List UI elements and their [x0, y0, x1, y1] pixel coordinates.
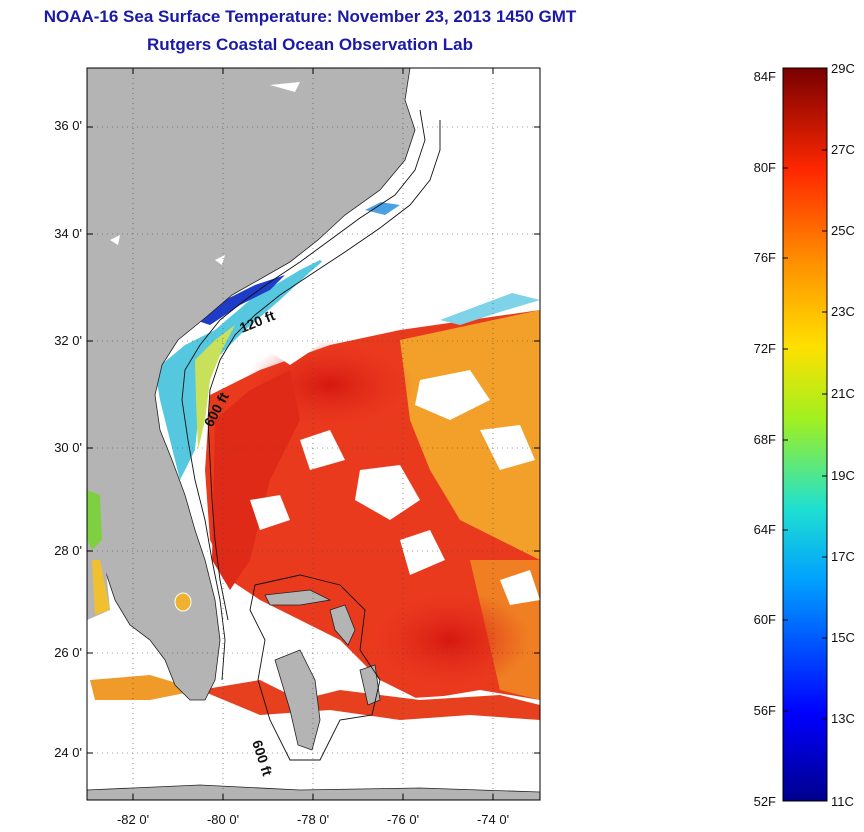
colorbar-f-label: 72F [753, 341, 776, 356]
lon-tick: -74 0' [476, 812, 510, 827]
contour-120ft [181, 109, 426, 681]
colorbar [782, 67, 828, 802]
coastal-yellow-band [195, 325, 235, 450]
bahamas-grand [264, 589, 332, 606]
lon-tick: -80 0' [206, 812, 240, 827]
colorbar-c-label: 23C [831, 304, 855, 319]
colorbar-c-label: 19C [831, 468, 855, 483]
lat-tick: 36 0' [54, 118, 82, 133]
coastal-cool-band [155, 255, 330, 480]
colorbar-c-label: 27C [831, 142, 855, 157]
colorbar-f-label: 64F [753, 522, 776, 537]
map-title: NOAA-16 Sea Surface Temperature: Novembe… [43, 7, 577, 26]
gulf-stream [212, 370, 300, 590]
lon-tick: -76 0' [386, 812, 420, 827]
lat-tick: 24 0' [54, 745, 82, 760]
colorbar-f-label: 80F [753, 160, 776, 175]
lon-tick: -82 0' [116, 812, 150, 827]
bahamas-abaco [329, 604, 356, 646]
north-cool-patch [365, 200, 400, 215]
southern-orange-speckles [90, 675, 200, 700]
lon-tick: -78 0' [296, 812, 330, 827]
colorbar-ticks [783, 149, 827, 720]
colorbar-c-label: 29C [831, 61, 855, 76]
colorbar-c-label: 11C [831, 794, 854, 809]
lat-tick: 32 0' [54, 333, 82, 348]
lat-tick: 26 0' [54, 645, 82, 660]
colorbar-c-label: 17C [831, 549, 855, 564]
cuba-coast [87, 784, 540, 800]
gulf-warm-coast [87, 490, 102, 550]
colorbar-c-label: 25C [831, 223, 855, 238]
colorbar-f-label: 84F [753, 69, 776, 84]
axis-ticks [87, 68, 540, 800]
colorbar-c-label: 15C [831, 630, 855, 645]
land-mass [87, 68, 416, 701]
colorbar-c-label: 21C [831, 386, 855, 401]
colorbar-f-label: 52F [753, 794, 776, 809]
map-subtitle: Rutgers Coastal Ocean Observation Lab [147, 35, 473, 54]
hot-core-south [370, 590, 530, 690]
lat-tick: 30 0' [54, 440, 82, 455]
outer-shelf-band [440, 280, 540, 325]
contour-bahamas [249, 574, 381, 761]
bahamas-andros [274, 649, 321, 751]
colorbar-f-label: 56F [753, 703, 776, 718]
contour-600ft [207, 120, 441, 621]
gulf-yellow-coast [92, 560, 110, 615]
orange-ocean-region [400, 310, 540, 560]
lat-tick: 28 0' [54, 543, 82, 558]
lake-okeechobee [174, 592, 192, 612]
colorbar-f-label: 76F [753, 250, 776, 265]
lat-tick: 34 0' [54, 226, 82, 241]
bahamas-eleuthera [359, 664, 381, 706]
colorbar-c-label: 13C [831, 711, 855, 726]
graticule [87, 68, 540, 800]
colorbar-f-label: 68F [753, 432, 776, 447]
colorbar-f-label: 60F [753, 612, 776, 627]
